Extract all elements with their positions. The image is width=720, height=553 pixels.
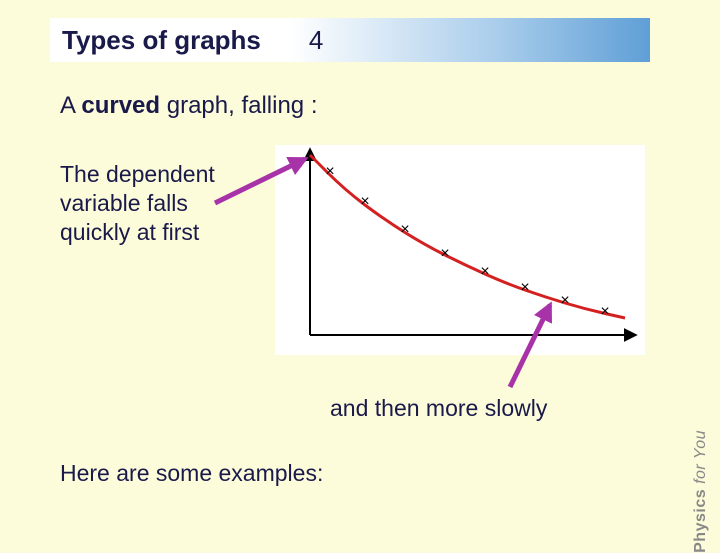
subtitle-bold: curved [81,92,160,119]
svg-text:×: × [480,263,489,280]
watermark: Physics for You [692,430,710,553]
footer-text: Here are some examples: [60,460,323,487]
chart-svg: × × × × × × × × [275,145,645,355]
title-bar: Types of graphs 4 [50,18,650,62]
svg-text:×: × [600,303,609,320]
subtitle: A curved graph, falling : [60,92,318,120]
svg-text:×: × [325,163,334,180]
title-number: 4 [309,25,323,56]
svg-text:×: × [360,193,369,210]
title-label: Types of graphs [62,25,261,56]
svg-text:×: × [560,292,569,309]
svg-text:×: × [520,279,529,296]
caption-right: and then more slowly [330,395,547,422]
subtitle-suffix: graph, falling : [160,92,317,119]
chart-area: × × × × × × × × [275,145,645,355]
svg-text:×: × [400,221,409,238]
subtitle-prefix: A [60,92,81,119]
svg-text:×: × [440,245,449,262]
caption-left: The dependentvariable fallsquickly at fi… [60,160,215,246]
